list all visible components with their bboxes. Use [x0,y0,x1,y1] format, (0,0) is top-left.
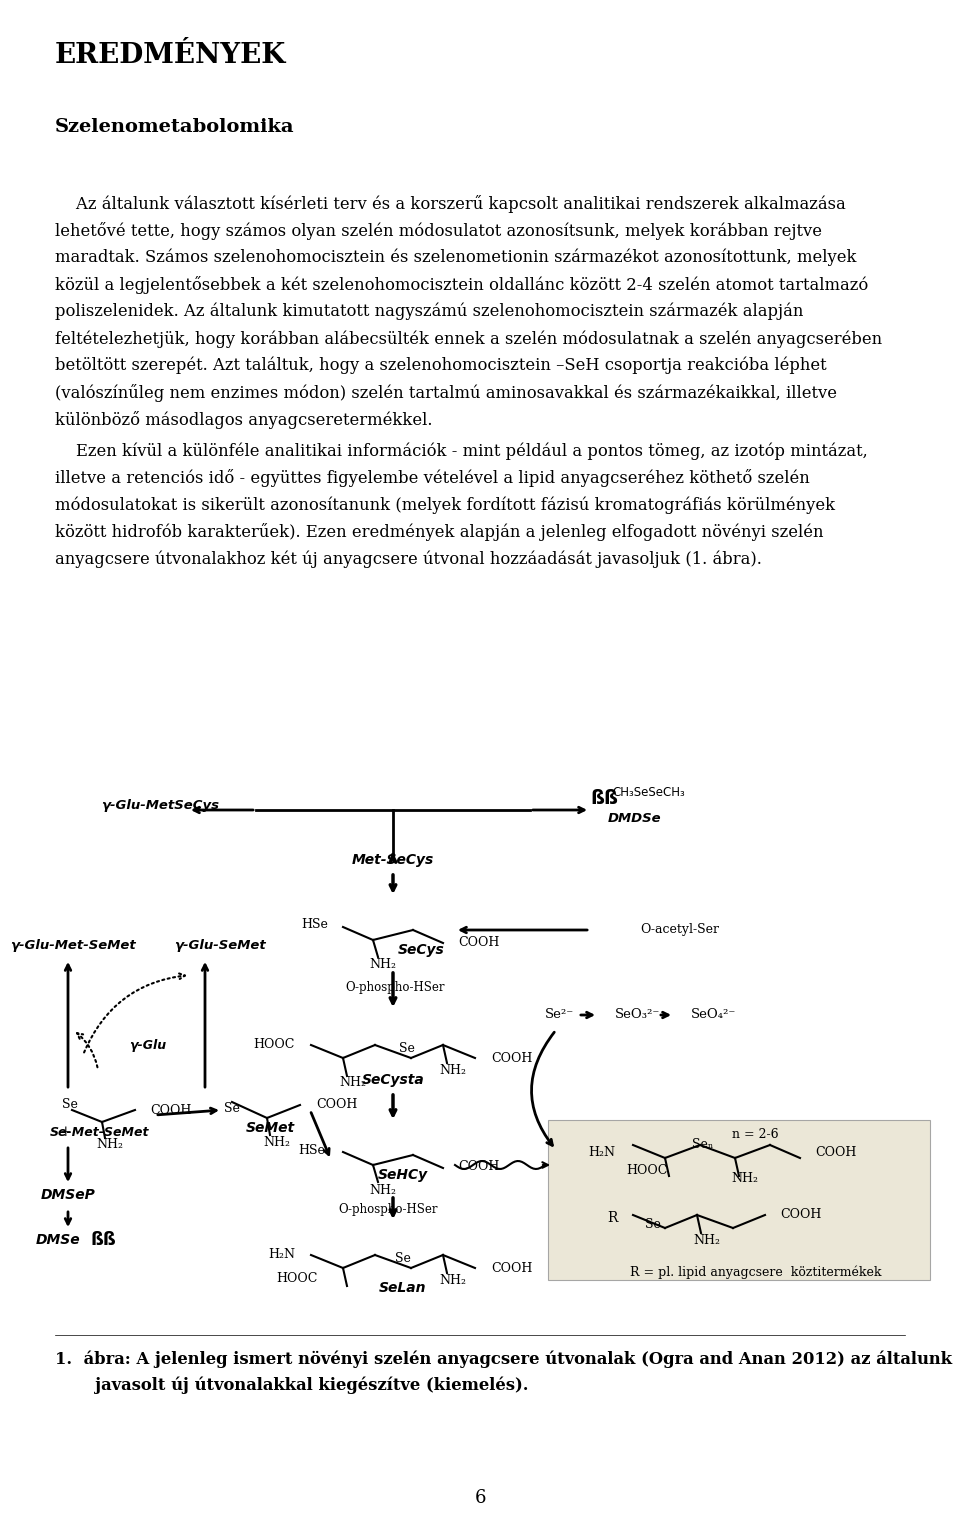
Text: COOH: COOH [780,1209,822,1221]
Text: DMSe: DMSe [36,1233,81,1247]
Text: között hidrofób karakterűek). Ezen eredmények alapján a jelenleg elfogadott növé: között hidrofób karakterűek). Ezen eredm… [55,523,824,541]
Bar [548,1120,930,1280]
Text: Seₙ: Seₙ [692,1138,713,1152]
Text: H₂N: H₂N [588,1146,615,1158]
Text: R = pl. lipid anyagcsere  köztitermékek: R = pl. lipid anyagcsere köztitermékek [630,1265,881,1279]
Text: COOH: COOH [458,1160,499,1174]
Text: HSe: HSe [301,918,328,932]
Text: DMDSe: DMDSe [609,811,661,825]
Text: γ-Glu: γ-Glu [130,1039,167,1051]
Text: közül a legjelentősebbek a két szelenohomocisztein oldallánc között 2-4 szelén a: közül a legjelentősebbek a két szelenoho… [55,277,868,293]
Text: NH₂: NH₂ [263,1135,291,1149]
Text: NH₂: NH₂ [693,1233,721,1247]
Text: Se: Se [224,1102,240,1114]
Text: betöltött szerepét. Azt találtuk, hogy a szelenohomocisztein –SeH csoportja reak: betöltött szerepét. Azt találtuk, hogy a… [55,358,827,374]
Text: γ-Glu-SeMet: γ-Glu-SeMet [174,938,266,952]
Text: O-phospho-HSer: O-phospho-HSer [338,1204,438,1216]
Text: SeMet: SeMet [246,1122,295,1135]
Text: SeHCy: SeHCy [378,1167,428,1183]
Text: Met-SeCys: Met-SeCys [352,853,434,866]
Text: Ezen kívül a különféle analitikai információk - mint például a pontos tömeg, az : Ezen kívül a különféle analitikai inform… [55,442,868,460]
Text: n = 2-6: n = 2-6 [732,1129,779,1141]
Text: HSe: HSe [299,1143,325,1157]
Text: HOOC: HOOC [626,1163,668,1177]
Text: HOOC: HOOC [276,1271,318,1285]
Text: DMSeP: DMSeP [40,1187,95,1203]
Text: SeCysta: SeCysta [362,1073,424,1086]
Text: különböző másodlagos anyagcseretermékkel.: különböző másodlagos anyagcseretermékkel… [55,411,433,429]
Text: javasolt új útvonalakkal kiegészítve (kiemelés).: javasolt új útvonalakkal kiegészítve (ki… [55,1377,529,1395]
Text: O-phospho-HSer: O-phospho-HSer [345,981,444,993]
Text: NH₂: NH₂ [440,1063,467,1077]
Text: Se: Se [645,1218,660,1232]
Text: anyagcsere útvonalakhoz két új anyagcsere útvonal hozzáadását javasoljuk (1. ábr: anyagcsere útvonalakhoz két új anyagcser… [55,550,762,567]
Text: CH₃SeSeCH₃: CH₃SeSeCH₃ [612,785,684,799]
Text: poliszelenidek. Az általunk kimutatott nagyszámú szelenohomocisztein származék a: poliszelenidek. Az általunk kimutatott n… [55,303,804,321]
Text: maradtak. Számos szelenohomocisztein és szelenometionin származékot azonosítottu: maradtak. Számos szelenohomocisztein és … [55,249,856,266]
Text: Se: Se [62,1099,78,1111]
Text: O-acetyl-Ser: O-acetyl-Ser [640,923,719,937]
Text: H₂N: H₂N [268,1248,295,1262]
Text: ßß: ßß [590,788,618,807]
Text: +: + [60,1125,71,1138]
Text: γ-Glu-Met-SeMet: γ-Glu-Met-SeMet [11,938,136,952]
Text: EREDMÉNYEK: EREDMÉNYEK [55,41,286,69]
Text: feltételezhetjük, hogy korábban alábecsülték ennek a szelén módosulatnak a szelé: feltételezhetjük, hogy korábban alábecsü… [55,330,882,347]
Text: COOH: COOH [815,1146,856,1158]
Text: Se: Se [399,1042,415,1054]
Text: illetve a retenciós idő - együttes figyelembe vételével a lipid anyagcseréhez kö: illetve a retenciós idő - együttes figye… [55,469,809,487]
Text: NH₂: NH₂ [732,1172,758,1184]
Text: R: R [608,1212,618,1225]
Text: HOOC: HOOC [253,1039,295,1051]
Text: NH₂: NH₂ [97,1138,124,1152]
Text: lehetővé tette, hogy számos olyan szelén módosulatot azonosítsunk, melyek korább: lehetővé tette, hogy számos olyan szelén… [55,222,822,240]
Text: Se²⁻: Se²⁻ [545,1008,575,1022]
Text: NH₂: NH₂ [440,1273,467,1287]
Text: COOH: COOH [491,1262,533,1274]
Text: SeO₃²⁻: SeO₃²⁻ [615,1008,660,1022]
Text: COOH: COOH [491,1051,533,1065]
Text: COOH: COOH [316,1099,357,1111]
Text: COOH: COOH [150,1103,191,1117]
Text: SeLan: SeLan [379,1280,427,1296]
Text: NH₂: NH₂ [340,1076,367,1088]
Text: COOH: COOH [458,935,499,949]
Text: γ-Glu-MetSeCys: γ-Glu-MetSeCys [101,799,219,813]
Text: Szelenometabolomika: Szelenometabolomika [55,118,295,136]
Text: módosulatokat is sikerült azonosítanunk (melyek fordított fázisú kromatográfiás : módosulatokat is sikerült azonosítanunk … [55,497,835,513]
Text: NH₂: NH₂ [370,958,396,972]
Text: ßß: ßß [90,1232,116,1248]
Text: Se-Met-SeMet: Se-Met-SeMet [50,1126,150,1138]
Text: (valószínűleg nem enzimes módon) szelén tartalmú aminosavakkal és származékaikka: (valószínűleg nem enzimes módon) szelén … [55,384,837,402]
Text: Se: Se [396,1251,411,1265]
Text: Az általunk választott kísérleti terv és a korszerű kapcsolt analitikai rendszer: Az általunk választott kísérleti terv és… [55,196,846,212]
Text: SeO₄²⁻: SeO₄²⁻ [691,1008,736,1022]
Text: 1.  ábra: A jelenleg ismert növényi szelén anyagcsere útvonalak (Ogra and Anan 2: 1. ábra: A jelenleg ismert növényi szelé… [55,1351,952,1368]
Text: 6: 6 [474,1488,486,1507]
Text: NH₂: NH₂ [370,1184,396,1196]
Text: SeCys: SeCys [397,943,444,957]
